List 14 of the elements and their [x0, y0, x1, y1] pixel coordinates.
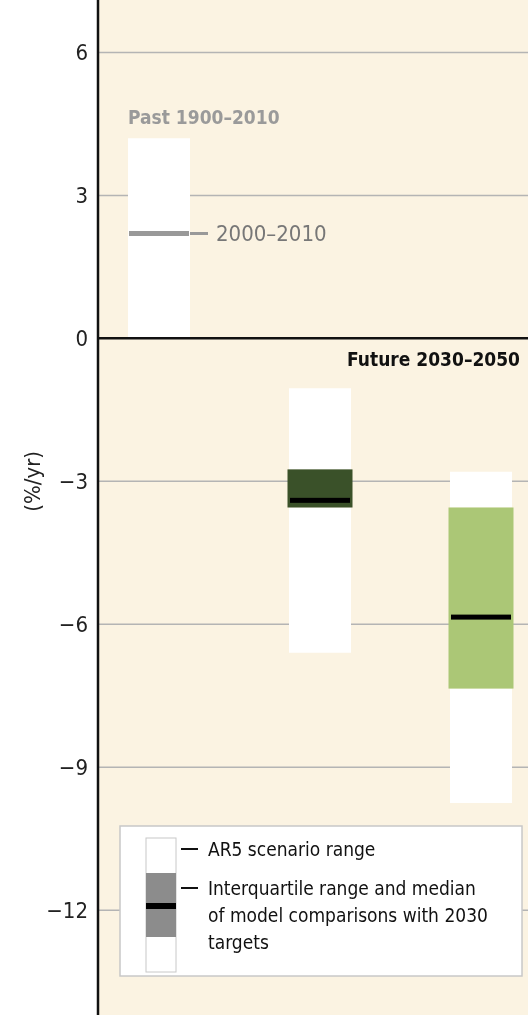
y-tick-label: −3 [58, 468, 88, 494]
y-tick-label: −9 [58, 754, 88, 780]
y-tick-label: 3 [75, 183, 88, 209]
y-tick-label: −12 [46, 897, 88, 923]
key-panel: AR5 scenario range Interquartile range and median of model comparisons with 2030 targets [119, 825, 523, 977]
y-tick-label: 6 [75, 40, 88, 66]
annotation: Interquartile range and median of model comparisons with 2030 targets [208, 876, 488, 953]
y-tick-label: −6 [58, 611, 88, 637]
annotation: Past 1900–2010 [128, 106, 280, 129]
annotation: Future 2030–2050 [347, 348, 521, 371]
y-tick-label: 0 [75, 326, 88, 352]
annotation: AR5 scenario range [208, 837, 376, 860]
annotation: 2000–2010 [216, 221, 327, 247]
y-axis-title: (%/yr) [20, 450, 45, 512]
